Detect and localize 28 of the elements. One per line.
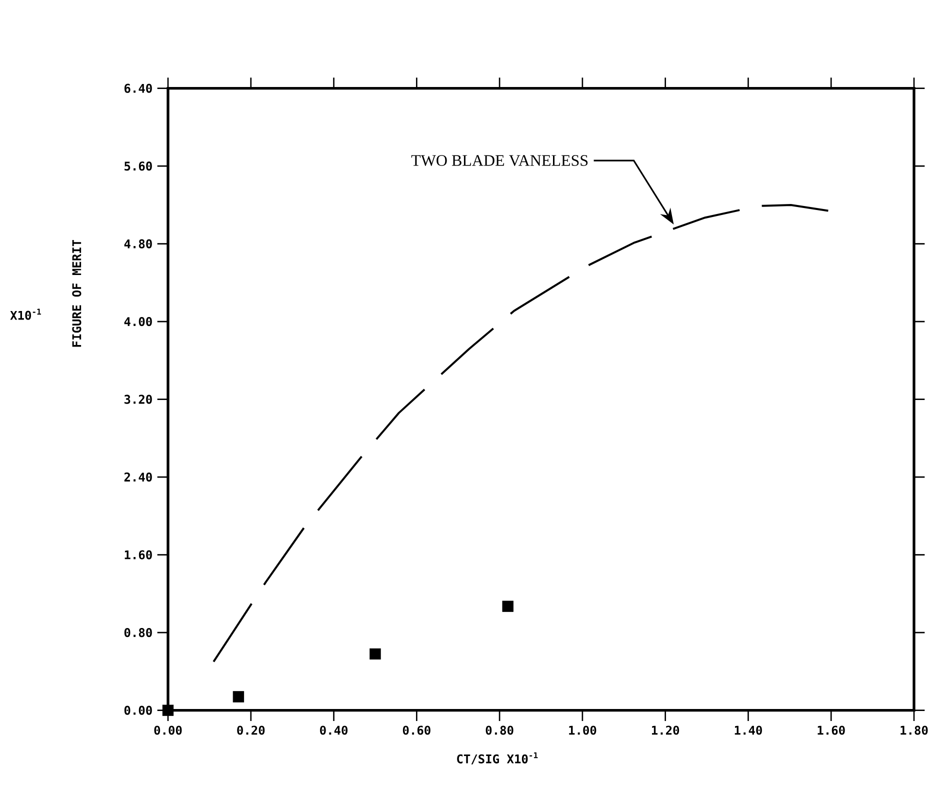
y-tick-label: 1.60 [124,550,152,560]
y-axis-title: FIGURE OF MERIT [72,240,82,347]
y-tick-label: 5.60 [124,162,152,171]
x-tick-label: 0.20 [237,726,265,735]
x-tick-label: 1.60 [818,726,845,735]
y-tick-label: 4.00 [124,317,152,326]
y-tick-label: 0.80 [124,628,152,638]
y-tick-label: 0.00 [124,706,152,715]
x-tick-label: 1.20 [652,726,680,735]
x-tick-label: 1.40 [734,726,762,735]
x-tick-label: 0.60 [402,726,430,735]
y-tick-label: 2.40 [124,472,152,482]
x-tick-label: 1.00 [569,726,596,735]
point [232,691,244,702]
y-tick-label: 6.40 [124,84,152,93]
x-tick-label: 0.00 [154,726,182,735]
text: X10$^{-1}$ [10,308,41,320]
point [370,648,381,660]
x-tick-label: 0.80 [486,726,514,735]
x-tick-label: 0.40 [320,726,348,735]
y-tick-label: 4.80 [124,239,152,248]
point [162,704,174,716]
line-series [212,204,830,663]
y-tick-label: 3.20 [124,394,152,404]
annotation: TWO BLADE VANELESS [411,155,588,166]
x-tick-label: 1.80 [900,726,928,735]
point [502,600,514,612]
x-axis-title: CT/SIG X10$^{-1}$ [457,752,538,764]
